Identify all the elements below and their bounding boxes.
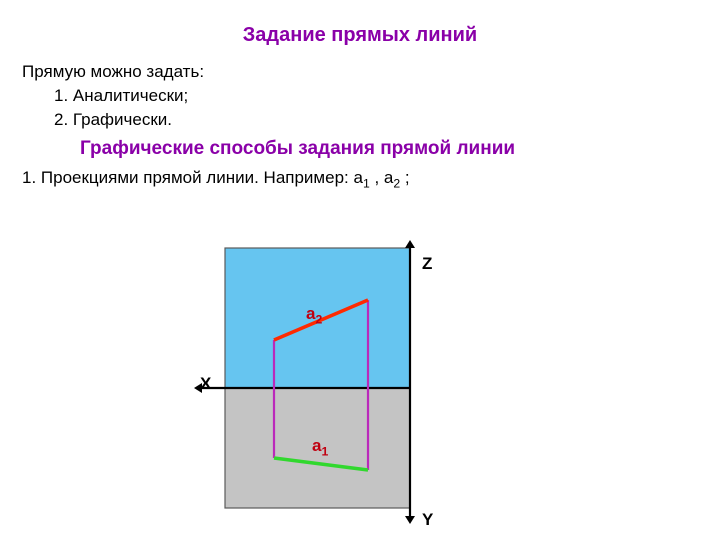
- proj-sub1: 1: [363, 176, 370, 190]
- slide: Задание прямых линий Прямую можно задать…: [0, 0, 720, 540]
- proj-suffix: ;: [400, 168, 409, 187]
- label-a2: a2: [306, 304, 322, 326]
- axis-label-y: Y: [422, 510, 433, 530]
- diagram: Z X Y a2 a1: [190, 238, 450, 528]
- label-a1-sub: 1: [321, 444, 328, 458]
- subheading: Графические способы задания прямой линии: [80, 138, 515, 160]
- list-item-1: 1. Аналитически;: [54, 86, 188, 106]
- axis-label-z: Z: [422, 254, 432, 274]
- list-item-2: 2. Графически.: [54, 110, 172, 130]
- label-a1: a1: [312, 436, 328, 458]
- diagram-svg: [190, 238, 450, 528]
- proj-mid: , a: [370, 168, 394, 187]
- proj-prefix: 1. Проекциями прямой линии. Например: a: [22, 168, 363, 187]
- intro-text: Прямую можно задать:: [22, 62, 204, 82]
- projection-sentence: 1. Проекциями прямой линии. Например: a1…: [22, 168, 410, 190]
- label-a2-sub: 2: [315, 312, 322, 326]
- page-title: Задание прямых линий: [0, 24, 720, 47]
- axis-label-x: X: [200, 374, 211, 394]
